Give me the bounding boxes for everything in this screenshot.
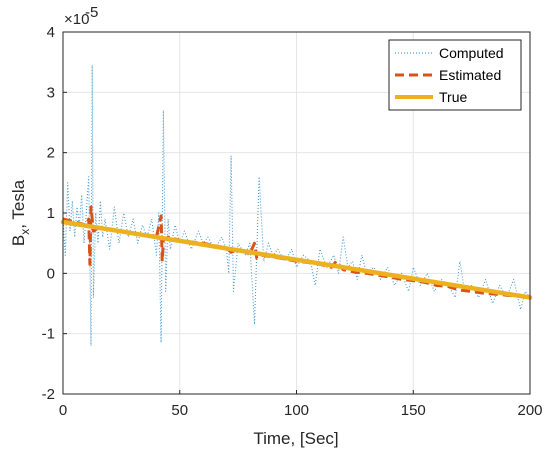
y-axis-label-sub: x (18, 229, 32, 235)
x-tick-label: 100 (284, 402, 309, 419)
series-line-computed (62, 64, 531, 347)
y-exponent-power: -5 (85, 4, 98, 21)
y-tick-label: 1 (47, 205, 55, 222)
y-tick-label: 4 (47, 24, 55, 41)
y-axis-label-main: B (9, 235, 28, 246)
y-axis-label: Bx, Tesla (9, 179, 32, 246)
legend-label-true: True (439, 89, 467, 105)
y-tick-label: -1 (42, 326, 55, 343)
legend: Computed Estimated True (388, 39, 522, 111)
y-axis-label-rest: , Tesla (9, 179, 28, 228)
series-layer (60, 64, 533, 347)
tick-layer: 0 50 100 150 200 -2 -1 0 1 2 3 4 (42, 24, 543, 419)
y-tick-label: 2 (47, 145, 55, 162)
legend-label-estimated: Estimated (439, 67, 501, 83)
svg-text:Bx, Tesla: Bx, Tesla (9, 179, 32, 246)
x-tick-label: 50 (171, 402, 188, 419)
y-tick-label: 3 (47, 84, 55, 101)
y-tick-label: 0 (47, 265, 55, 282)
legend-label-computed: Computed (439, 45, 504, 61)
x-axis-label: Time, [Sec] (253, 429, 338, 448)
series-line-true (60, 219, 533, 300)
x-tick-label: 200 (517, 402, 542, 419)
y-exponent-base: ×10 (64, 11, 89, 28)
y-tick-label: -2 (42, 386, 55, 403)
x-tick-label: 150 (401, 402, 426, 419)
x-tick-label: 0 (59, 402, 67, 419)
